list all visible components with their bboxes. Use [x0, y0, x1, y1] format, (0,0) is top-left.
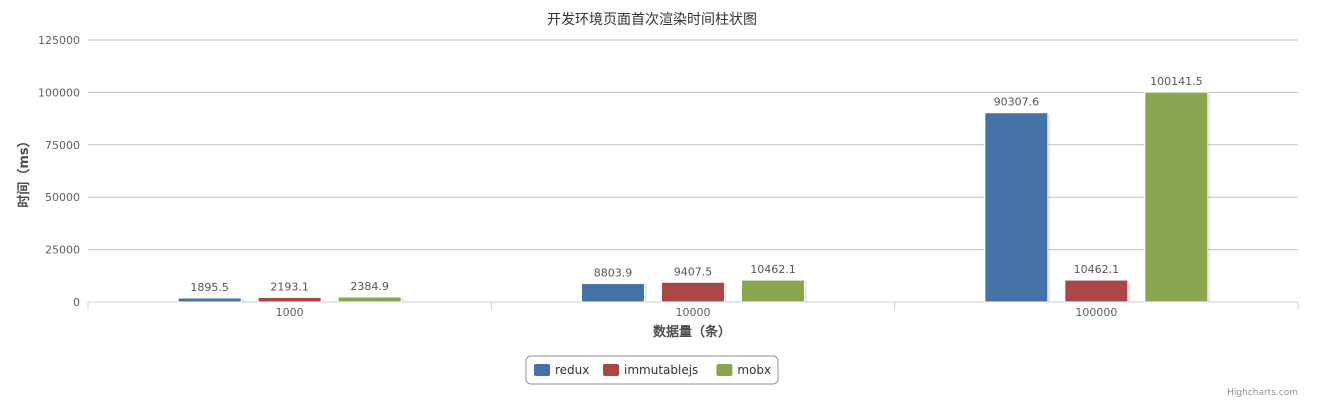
- bar-redux: [984, 112, 1049, 303]
- legend-item-immutablejs[interactable]: immutablejs: [624, 363, 698, 377]
- data-label: 10462.1: [750, 263, 796, 276]
- legend-item-mobx[interactable]: mobx: [737, 363, 771, 377]
- y-axis-ticks: 0 25000 50000 75000 100000 125000: [38, 34, 80, 309]
- legend-swatch-redux: [534, 364, 550, 376]
- chart-title: 开发环境页面首次渲染时间柱状图: [547, 12, 757, 28]
- x-axis-title: 数据量（条）: [653, 324, 731, 340]
- y-tick-label: 0: [73, 296, 80, 309]
- legend-item-redux[interactable]: redux: [555, 363, 589, 377]
- bars: [177, 91, 1210, 303]
- bar-immutablejs: [661, 281, 725, 303]
- bar-mobx: [337, 296, 402, 303]
- y-tick-label: 125000: [38, 34, 80, 47]
- y-tick-label: 75000: [45, 139, 80, 152]
- y-tick-label: 25000: [45, 244, 80, 257]
- data-label: 2193.1: [270, 280, 309, 293]
- data-label: 100141.5: [1150, 75, 1203, 88]
- legend-box: [525, 355, 779, 385]
- y-tick-label: 100000: [38, 86, 80, 99]
- legend: redux immutablejs mobx: [525, 355, 779, 385]
- bar-mobx: [741, 279, 805, 303]
- bar-redux: [177, 297, 242, 303]
- x-axis: 1000 10000 100000: [87, 301, 1299, 319]
- x-tick-label: 10000: [676, 306, 711, 319]
- data-label: 1895.5: [190, 281, 229, 294]
- x-tick-label: 1000: [276, 306, 304, 319]
- grid-lines: [88, 39, 1298, 251]
- credits-link[interactable]: Highcharts.com: [1227, 388, 1298, 398]
- bar-mobx: [1144, 91, 1209, 303]
- y-axis-title: 时间（ms）: [16, 134, 32, 207]
- data-label: 9407.5: [674, 265, 713, 278]
- data-label: 90307.6: [994, 96, 1040, 109]
- y-tick-label: 50000: [45, 191, 80, 204]
- data-label: 8803.9: [594, 267, 633, 280]
- bar-immutablejs: [257, 296, 322, 303]
- bar-immutablejs: [1064, 279, 1129, 303]
- legend-swatch-immutablejs: [603, 364, 619, 376]
- x-tick-label: 100000: [1075, 306, 1117, 319]
- data-labels: 1895.5 8803.9 90307.6 2193.1 9407.5 10462.1 23…: [190, 75, 1202, 294]
- bar-redux: [581, 283, 645, 303]
- legend-swatch-mobx: [716, 364, 733, 376]
- data-label: 10462.1: [1074, 263, 1120, 276]
- data-label: 2384.9: [350, 280, 389, 293]
